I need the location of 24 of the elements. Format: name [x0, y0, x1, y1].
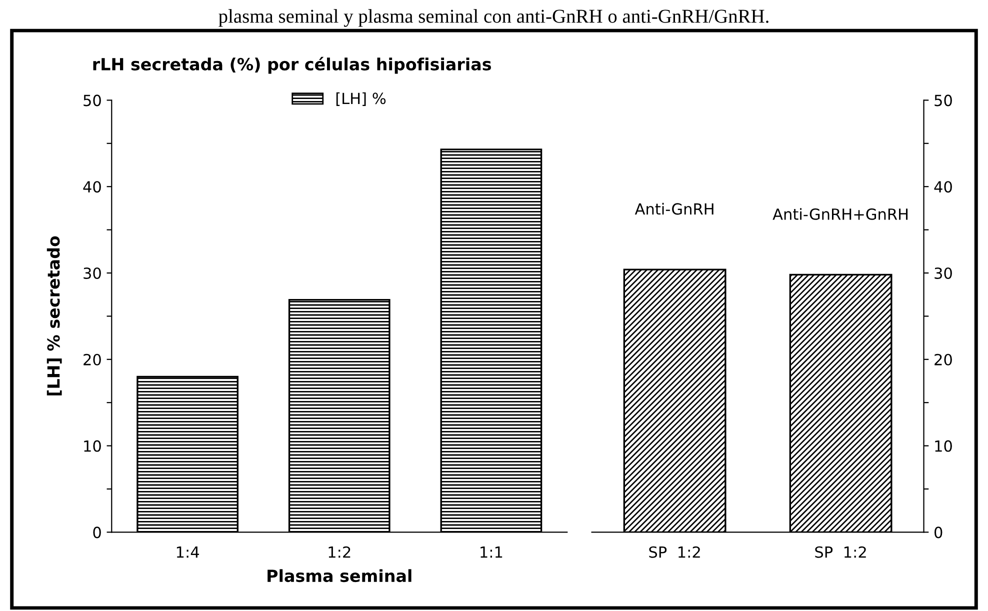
y2-tick-label: 20 — [934, 354, 952, 366]
x-axis-title: Plasma seminal — [268, 569, 412, 582]
annotation: Anti-GnRH+GnRH — [772, 208, 908, 220]
y-axis-title: [LH] % secretado — [46, 236, 62, 396]
y2-tick-label: 50 — [934, 94, 952, 106]
y2-tick-label: 10 — [935, 440, 952, 452]
y-tick-label: 30 — [84, 267, 101, 280]
annotation: Anti-GnRH — [634, 202, 714, 215]
text: plasma seminal y plasma seminal con anti-GnRH o anti-GnRH/GnRH. — [218, 9, 768, 27]
y-tick-label: 40 — [83, 181, 101, 193]
x-tick-label: SP 1:2 — [649, 546, 700, 558]
x-tick-label: SP 1:2 — [815, 546, 866, 558]
x-tick-label: 1:2 — [328, 546, 350, 558]
y2-tick-label: 40 — [934, 181, 952, 193]
legend-label: [LH] % — [336, 92, 386, 106]
y2-tick-label: 30 — [934, 267, 952, 280]
x-tick-label: 1:1 — [480, 546, 502, 558]
y-tick-label: 10 — [84, 440, 101, 452]
y-tick-label: 0 — [93, 526, 101, 538]
y-tick-label: 50 — [84, 94, 101, 106]
chart-title: rLH secretada (%) por células hipofisiarias — [93, 56, 491, 74]
x-tick-label: 1:4 — [176, 546, 199, 558]
y2-tick-label: 0 — [934, 526, 942, 538]
y-tick-label: 20 — [84, 354, 101, 366]
